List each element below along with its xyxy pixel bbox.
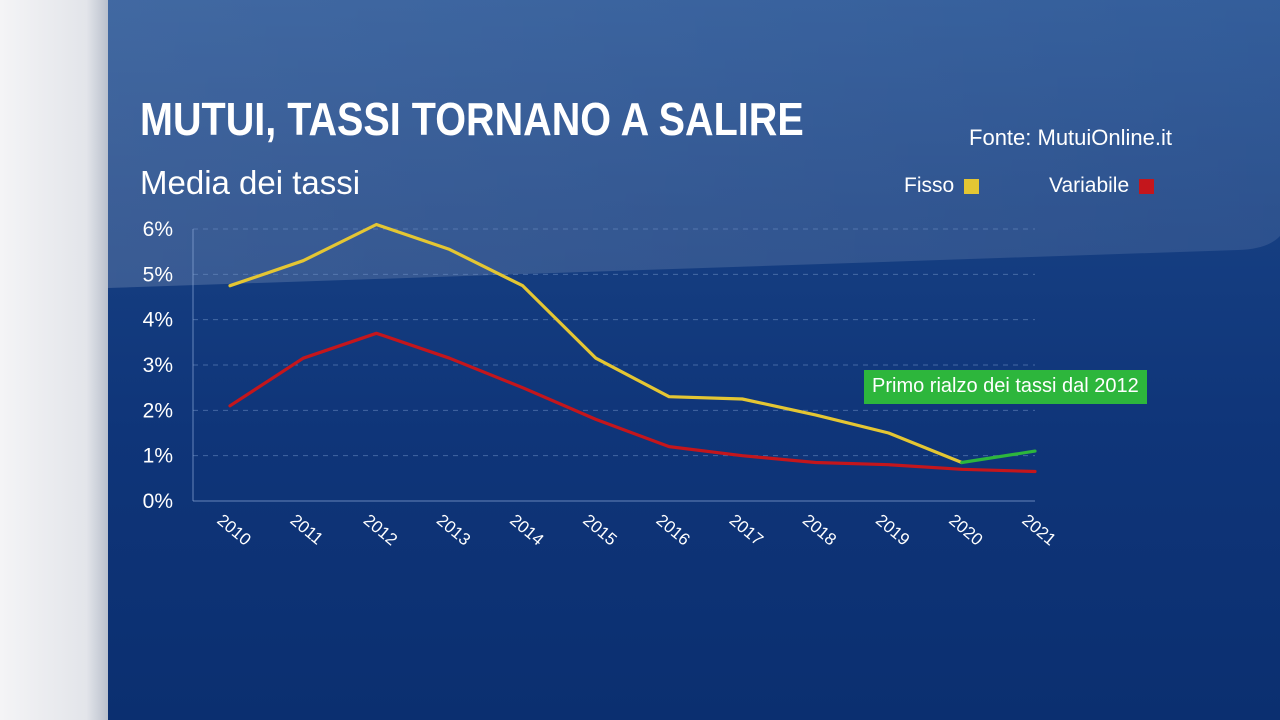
chart-background-panel [108, 0, 1280, 720]
axis-layer [192, 229, 1035, 502]
x-tick-label: 2019 [872, 511, 913, 550]
x-tick-label: 2011 [287, 511, 327, 549]
legend-item-fisso: Fisso [904, 174, 980, 198]
x-tick-label: 2014 [506, 511, 547, 550]
x-tick-label: 2015 [579, 511, 620, 550]
x-tick-label: 2016 [653, 511, 694, 550]
legend-label-variabile: Variabile [1049, 174, 1130, 197]
y-tick-label: 1% [143, 445, 173, 468]
x-tick-label: 2021 [1018, 511, 1059, 550]
legend-swatch-variabile [1139, 178, 1155, 194]
y-tick-labels: 0% 1% 2% 3% 4% 5% 6% [143, 218, 173, 513]
x-tick-label: 2012 [360, 511, 401, 550]
y-tick-label: 5% [143, 263, 173, 286]
x-tick-labels: 2010 2011 2012 2013 2014 2015 2016 2017 2018 2019… [213, 511, 1059, 550]
legend-label-fisso: Fisso [904, 174, 955, 197]
annotation-label: Primo rialzo dei tassi dal 2012 [864, 370, 1147, 404]
legend-item-variabile: Variabile [1049, 174, 1155, 198]
grid-layer [193, 228, 1035, 457]
chart-title: MUTUI, TASSI TORNANO A SALIRE [140, 93, 804, 145]
x-tick-label: 2013 [433, 511, 474, 550]
x-tick-label: 2020 [945, 511, 986, 550]
left-side-panel [0, 0, 108, 720]
x-tick-label: 2010 [213, 511, 254, 550]
series-line-variabile [228, 331, 1037, 474]
x-tick-label: 2018 [799, 511, 840, 550]
x-tick-label: 2017 [726, 511, 767, 550]
series-layer [228, 222, 1037, 474]
light-sheen [108, 0, 1280, 288]
y-tick-label: 6% [143, 218, 173, 241]
series-line-highlight [960, 449, 1037, 465]
y-tick-label: 0% [143, 490, 173, 513]
y-tick-label: 4% [143, 309, 173, 332]
series-line-fisso [228, 222, 964, 465]
y-tick-label: 3% [143, 354, 173, 377]
source-label: Fonte: MutuiOnline.it [969, 125, 1172, 150]
chart-subtitle: Media dei tassi [140, 164, 361, 201]
legend-swatch-fisso [964, 178, 980, 194]
y-tick-label: 2% [143, 399, 173, 422]
